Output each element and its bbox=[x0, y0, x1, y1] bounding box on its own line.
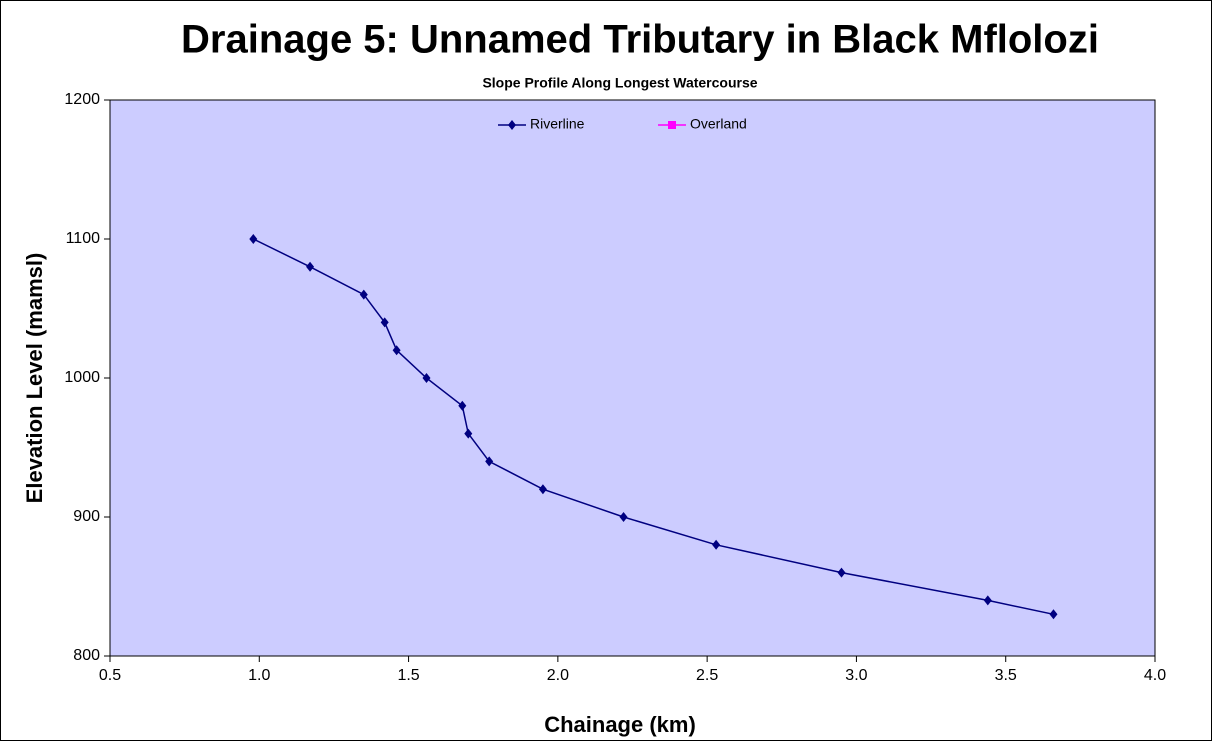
x-tick-label: 4.0 bbox=[1144, 667, 1166, 684]
marker bbox=[380, 317, 389, 328]
x-tick-label: 2.0 bbox=[547, 667, 569, 684]
y-tick-label: 1000 bbox=[64, 369, 100, 386]
y-tick-label: 900 bbox=[73, 508, 100, 525]
x-tick-label: 3.5 bbox=[995, 667, 1017, 684]
marker bbox=[306, 261, 315, 272]
marker bbox=[837, 567, 846, 578]
y-tick-label: 1100 bbox=[66, 230, 101, 247]
marker bbox=[619, 512, 628, 522]
marker bbox=[249, 234, 258, 244]
marker bbox=[712, 539, 721, 550]
marker bbox=[458, 400, 467, 411]
y-tick-label: 1200 bbox=[64, 91, 100, 108]
x-tick-label: 1.0 bbox=[248, 667, 270, 684]
marker bbox=[668, 121, 676, 129]
chart-title: Drainage 5: Unnamed Tributary in Black M… bbox=[181, 18, 1099, 62]
marker bbox=[485, 456, 494, 467]
chart-subtitle: Slope Profile Along Longest Watercourse bbox=[482, 75, 757, 91]
legend-label: Overland bbox=[690, 116, 747, 132]
x-tick-label: 2.5 bbox=[696, 667, 718, 684]
marker bbox=[983, 595, 992, 606]
marker bbox=[359, 289, 368, 300]
y-tick-label: 800 bbox=[73, 647, 100, 664]
legend-label: Riverline bbox=[530, 116, 585, 132]
y-axis-label: Elevation Level (mamsl) bbox=[22, 253, 47, 504]
x-tick-label: 3.0 bbox=[845, 667, 867, 684]
x-axis-label: Chainage (km) bbox=[544, 712, 696, 737]
marker bbox=[538, 484, 547, 495]
marker bbox=[392, 345, 401, 356]
marker bbox=[508, 120, 516, 130]
x-tick-label: 0.5 bbox=[99, 667, 121, 684]
marker bbox=[1049, 609, 1058, 620]
x-tick-label: 1.5 bbox=[397, 667, 419, 684]
marker bbox=[422, 373, 431, 383]
marker bbox=[464, 428, 473, 439]
plot-area bbox=[109, 99, 1156, 657]
